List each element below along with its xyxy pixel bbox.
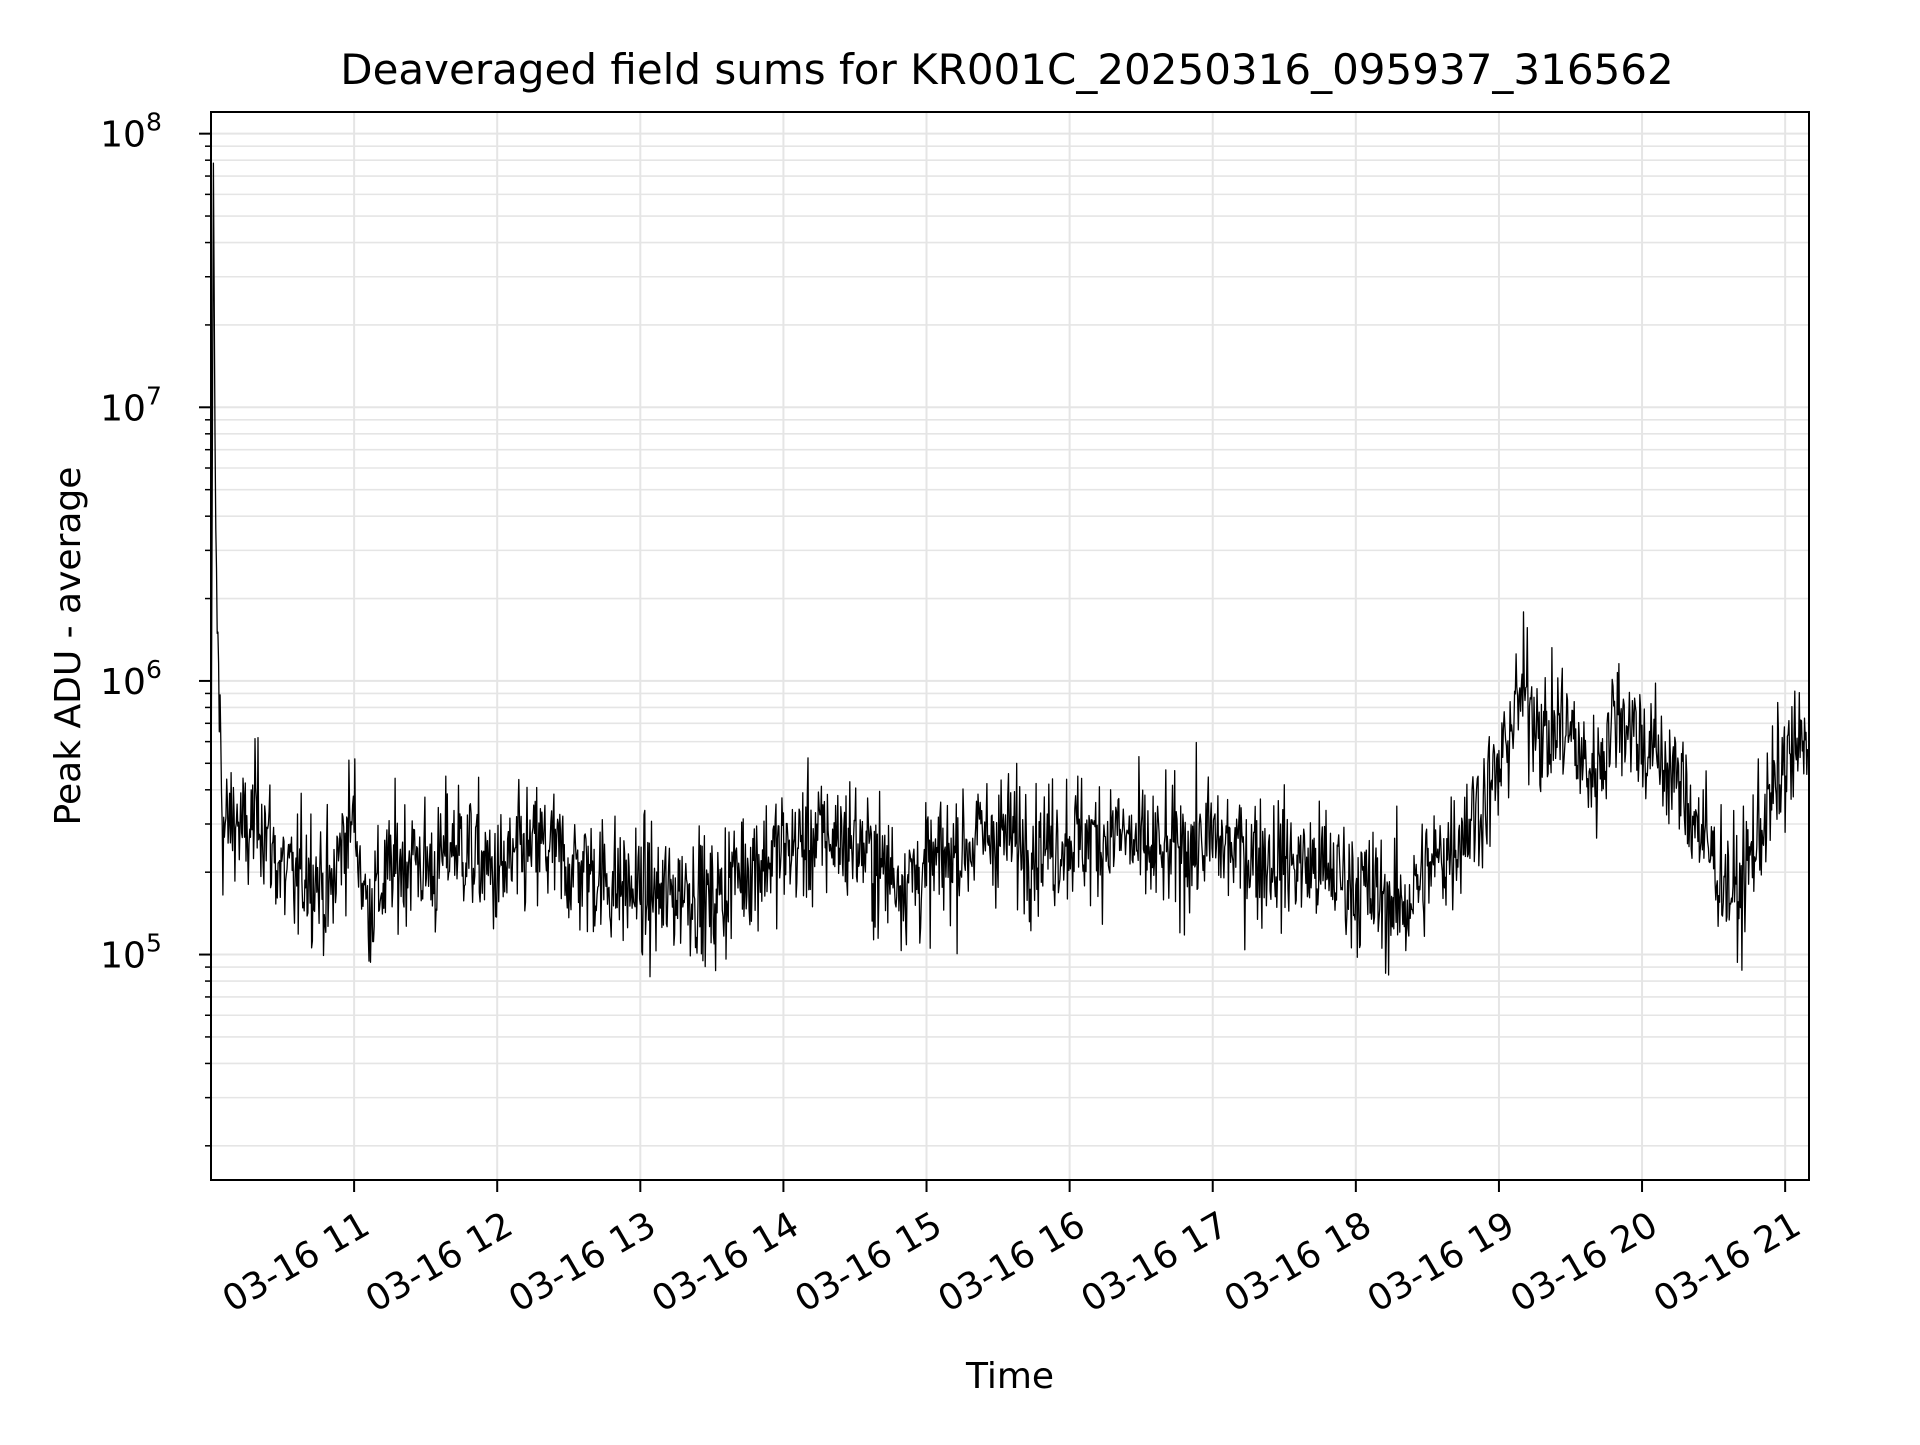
y-tick-exponent: 8 (146, 108, 162, 137)
x-tick-label: 03-16 20 (1504, 1204, 1665, 1320)
y-tick-label: 107 (100, 381, 162, 429)
y-tick-base: 10 (100, 936, 146, 977)
x-tick-label: 03-16 15 (788, 1204, 949, 1320)
y-tick-label: 106 (100, 655, 162, 703)
grid-lines (211, 112, 1809, 1180)
y-axis-label: Peak ADU - average (48, 467, 89, 826)
y-tick-base: 10 (100, 662, 146, 703)
y-tick-label: 105 (100, 929, 162, 977)
x-tick-label: 03-16 13 (502, 1204, 663, 1320)
x-tick-label: 03-16 14 (645, 1204, 806, 1320)
plot-frame (210, 111, 1810, 1181)
x-axis-label: Time (965, 1356, 1054, 1397)
y-tick-exponent: 7 (146, 381, 162, 410)
x-tick-label: 03-16 11 (216, 1204, 377, 1320)
x-tick-label: 03-16 18 (1218, 1204, 1379, 1320)
x-tick-label: 03-16 19 (1361, 1204, 1522, 1320)
y-tick-exponent: 6 (146, 655, 162, 684)
x-tick-label: 03-16 21 (1647, 1204, 1808, 1320)
x-tick-label: 03-16 12 (359, 1204, 520, 1320)
x-tick-label: 03-16 17 (1075, 1204, 1236, 1320)
x-tick-label: 03-16 16 (931, 1204, 1092, 1320)
y-tick-exponent: 5 (146, 929, 162, 958)
chart-title: Deaveraged field sums for KR001C_2025031… (340, 45, 1674, 94)
y-tick-base: 10 (100, 388, 146, 429)
y-tick-label: 108 (100, 108, 162, 156)
series-layer (210, 162, 1810, 978)
series-line (210, 162, 1810, 978)
y-tick-base: 10 (100, 115, 146, 156)
